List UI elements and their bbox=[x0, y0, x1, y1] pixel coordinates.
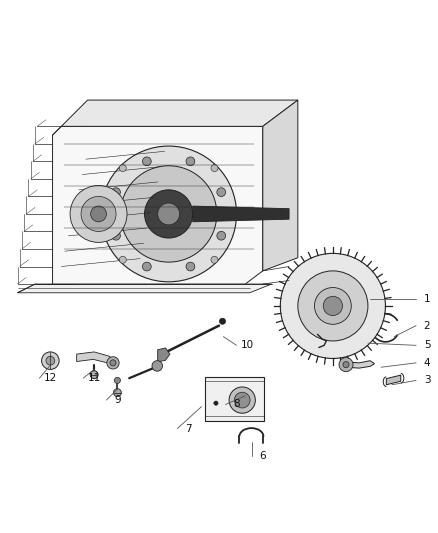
Circle shape bbox=[314, 287, 351, 324]
Circle shape bbox=[229, 387, 255, 413]
Circle shape bbox=[91, 206, 106, 222]
Polygon shape bbox=[61, 100, 298, 126]
Circle shape bbox=[298, 271, 368, 341]
Polygon shape bbox=[263, 100, 298, 271]
Circle shape bbox=[81, 197, 116, 231]
Polygon shape bbox=[386, 375, 401, 385]
Circle shape bbox=[119, 165, 126, 172]
Circle shape bbox=[101, 146, 237, 282]
Circle shape bbox=[107, 357, 119, 369]
Circle shape bbox=[145, 190, 193, 238]
FancyBboxPatch shape bbox=[141, 276, 152, 284]
Text: 3: 3 bbox=[424, 375, 431, 385]
Circle shape bbox=[280, 253, 385, 359]
Text: 10: 10 bbox=[241, 341, 254, 350]
Polygon shape bbox=[53, 126, 263, 284]
Circle shape bbox=[90, 371, 98, 378]
Circle shape bbox=[211, 165, 218, 172]
Circle shape bbox=[211, 256, 218, 263]
Text: 1: 1 bbox=[424, 294, 431, 304]
Circle shape bbox=[343, 361, 349, 368]
Circle shape bbox=[217, 231, 226, 240]
Circle shape bbox=[120, 166, 217, 262]
Circle shape bbox=[112, 188, 120, 197]
Text: 11: 11 bbox=[88, 373, 101, 383]
Circle shape bbox=[214, 401, 218, 405]
Circle shape bbox=[152, 361, 162, 371]
Circle shape bbox=[70, 185, 127, 243]
FancyBboxPatch shape bbox=[67, 276, 78, 284]
FancyBboxPatch shape bbox=[178, 276, 190, 284]
Text: 5: 5 bbox=[424, 341, 431, 350]
Circle shape bbox=[142, 262, 151, 271]
Polygon shape bbox=[346, 361, 374, 368]
Circle shape bbox=[219, 318, 226, 324]
Circle shape bbox=[339, 358, 353, 372]
Circle shape bbox=[142, 157, 151, 166]
Polygon shape bbox=[158, 348, 170, 362]
Text: 8: 8 bbox=[233, 399, 240, 409]
Circle shape bbox=[323, 296, 343, 316]
Circle shape bbox=[110, 360, 116, 366]
Polygon shape bbox=[77, 352, 114, 365]
Circle shape bbox=[158, 203, 180, 225]
Circle shape bbox=[186, 157, 195, 166]
Polygon shape bbox=[193, 206, 289, 222]
Text: 7: 7 bbox=[185, 424, 192, 433]
Circle shape bbox=[186, 262, 195, 271]
Text: 2: 2 bbox=[424, 321, 431, 330]
Text: 4: 4 bbox=[424, 358, 431, 368]
Text: 9: 9 bbox=[114, 395, 121, 405]
Circle shape bbox=[217, 188, 226, 197]
FancyBboxPatch shape bbox=[104, 276, 115, 284]
Circle shape bbox=[113, 389, 121, 397]
Circle shape bbox=[234, 392, 250, 408]
Polygon shape bbox=[18, 284, 272, 293]
Text: 12: 12 bbox=[44, 373, 57, 383]
Circle shape bbox=[119, 256, 126, 263]
FancyBboxPatch shape bbox=[215, 276, 227, 284]
Text: 6: 6 bbox=[259, 451, 266, 461]
FancyBboxPatch shape bbox=[205, 377, 264, 421]
Circle shape bbox=[112, 231, 120, 240]
Circle shape bbox=[46, 356, 55, 365]
Circle shape bbox=[114, 377, 120, 383]
Circle shape bbox=[42, 352, 59, 369]
